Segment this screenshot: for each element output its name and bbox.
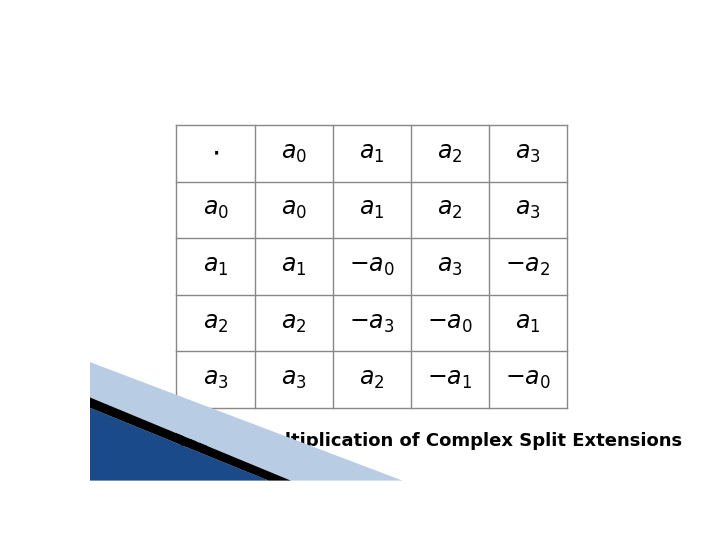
Text: $\mathit{a}_{1}$: $\mathit{a}_{1}$ bbox=[281, 255, 306, 278]
Text: $\mathit{a}_{0}$: $\mathit{a}_{0}$ bbox=[281, 142, 307, 165]
Text: $\mathit{a}_{3}$: $\mathit{a}_{3}$ bbox=[281, 368, 307, 391]
Text: $\mathit{-a}_{0}$: $\mathit{-a}_{0}$ bbox=[505, 368, 551, 391]
Text: $\mathit{-a}_{0}$: $\mathit{-a}_{0}$ bbox=[427, 312, 473, 334]
Text: $\mathit{a}_{2}$: $\mathit{a}_{2}$ bbox=[437, 198, 462, 221]
Text: $\mathit{a}_{3}$: $\mathit{a}_{3}$ bbox=[437, 255, 463, 278]
Text: $\mathit{-a}_{1}$: $\mathit{-a}_{1}$ bbox=[428, 368, 472, 391]
Text: $\mathit{-a}_{2}$: $\mathit{-a}_{2}$ bbox=[505, 255, 551, 278]
Text: $\cdot$: $\cdot$ bbox=[212, 139, 220, 167]
Text: $\mathit{a}_{2}$: $\mathit{a}_{2}$ bbox=[437, 142, 462, 165]
Polygon shape bbox=[90, 362, 402, 481]
Text: $\mathit{a}_{3}$: $\mathit{a}_{3}$ bbox=[516, 142, 541, 165]
Text: $\mathit{a}_{2}$: $\mathit{a}_{2}$ bbox=[359, 368, 384, 391]
Text: $\mathit{a}_{1}$: $\mathit{a}_{1}$ bbox=[359, 142, 384, 165]
Text: $\mathit{-a}_{0}$: $\mathit{-a}_{0}$ bbox=[349, 255, 395, 278]
Polygon shape bbox=[90, 397, 291, 481]
Text: $\mathit{a}_{2}$: $\mathit{a}_{2}$ bbox=[281, 312, 306, 334]
Text: $\mathit{a}_{1}$: $\mathit{a}_{1}$ bbox=[359, 198, 384, 221]
Text: $\mathit{a}_{2}$: $\mathit{a}_{2}$ bbox=[203, 312, 228, 334]
Text: $\mathit{a}_{1}$: $\mathit{a}_{1}$ bbox=[516, 312, 541, 334]
Text: $\mathit{a}_{0}$: $\mathit{a}_{0}$ bbox=[281, 198, 307, 221]
Text: Table 1 Multiplication of Complex Split Extensions: Table 1 Multiplication of Complex Split … bbox=[176, 432, 683, 450]
Text: $\mathit{-a}_{3}$: $\mathit{-a}_{3}$ bbox=[349, 312, 395, 334]
Polygon shape bbox=[90, 408, 269, 481]
Text: $\mathit{a}_{1}$: $\mathit{a}_{1}$ bbox=[203, 255, 228, 278]
Text: $\mathit{a}_{3}$: $\mathit{a}_{3}$ bbox=[203, 368, 228, 391]
Text: $\mathit{a}_{0}$: $\mathit{a}_{0}$ bbox=[202, 198, 228, 221]
Text: $\mathit{a}_{3}$: $\mathit{a}_{3}$ bbox=[516, 198, 541, 221]
